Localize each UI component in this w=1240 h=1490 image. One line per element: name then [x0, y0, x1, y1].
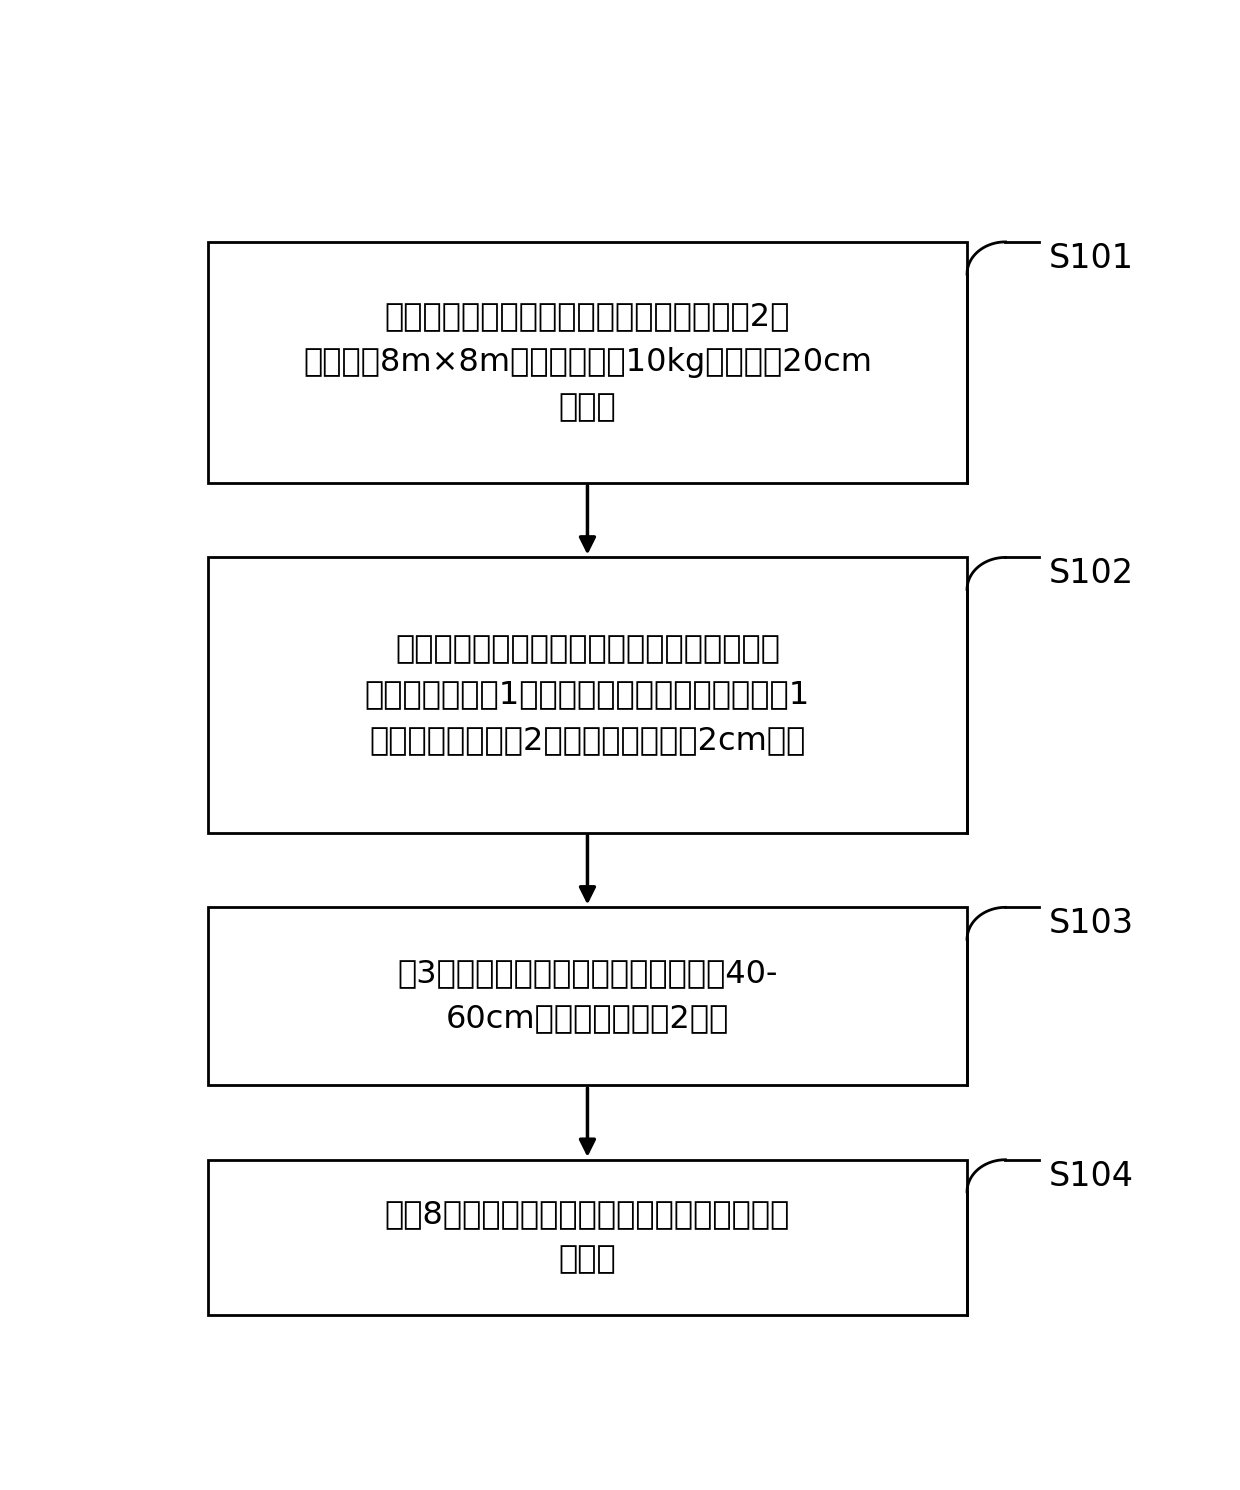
Text: 第3年春季采用高枝接嫁接，截干高度40-
60cm，每株对称嫁接2个芽: 第3年春季采用高枝接嫁接，截干高度40- 60cm，每株对称嫁接2个芽 [397, 958, 777, 1034]
Text: S104: S104 [1049, 1159, 1133, 1192]
Bar [208, 1159, 967, 1314]
Text: 采用经催芽露白的薄壳山核桃种子每穴点播2粒
，穴密度8m×8m，每穴施底肥10kg，上覆土20cm
后点播: 采用经催芽露白的薄壳山核桃种子每穴点播2粒 ，穴密度8m×8m，每穴施底肥10k… [303, 301, 872, 423]
Bar [208, 557, 967, 833]
Text: 当年8月上中旬对春季未嫁接成活植株，采用方
块芽接: 当年8月上中旬对春季未嫁接成活植株，采用方 块芽接 [384, 1199, 790, 1275]
Text: S101: S101 [1049, 241, 1133, 274]
Text: S103: S103 [1049, 907, 1133, 940]
Text: S102: S102 [1049, 557, 1133, 590]
Bar [208, 241, 967, 483]
Bar [208, 907, 967, 1085]
Text: 出苗后，加强施肥、垦复、除草、病虫害防治
等抚育管理，第1年冬季采取去弱留强，每穴保留1
株长势良好的；第2年末砧木粗度可达2cm左右: 出苗后，加强施肥、垦复、除草、病虫害防治 等抚育管理，第1年冬季采取去弱留强，每… [365, 635, 810, 755]
